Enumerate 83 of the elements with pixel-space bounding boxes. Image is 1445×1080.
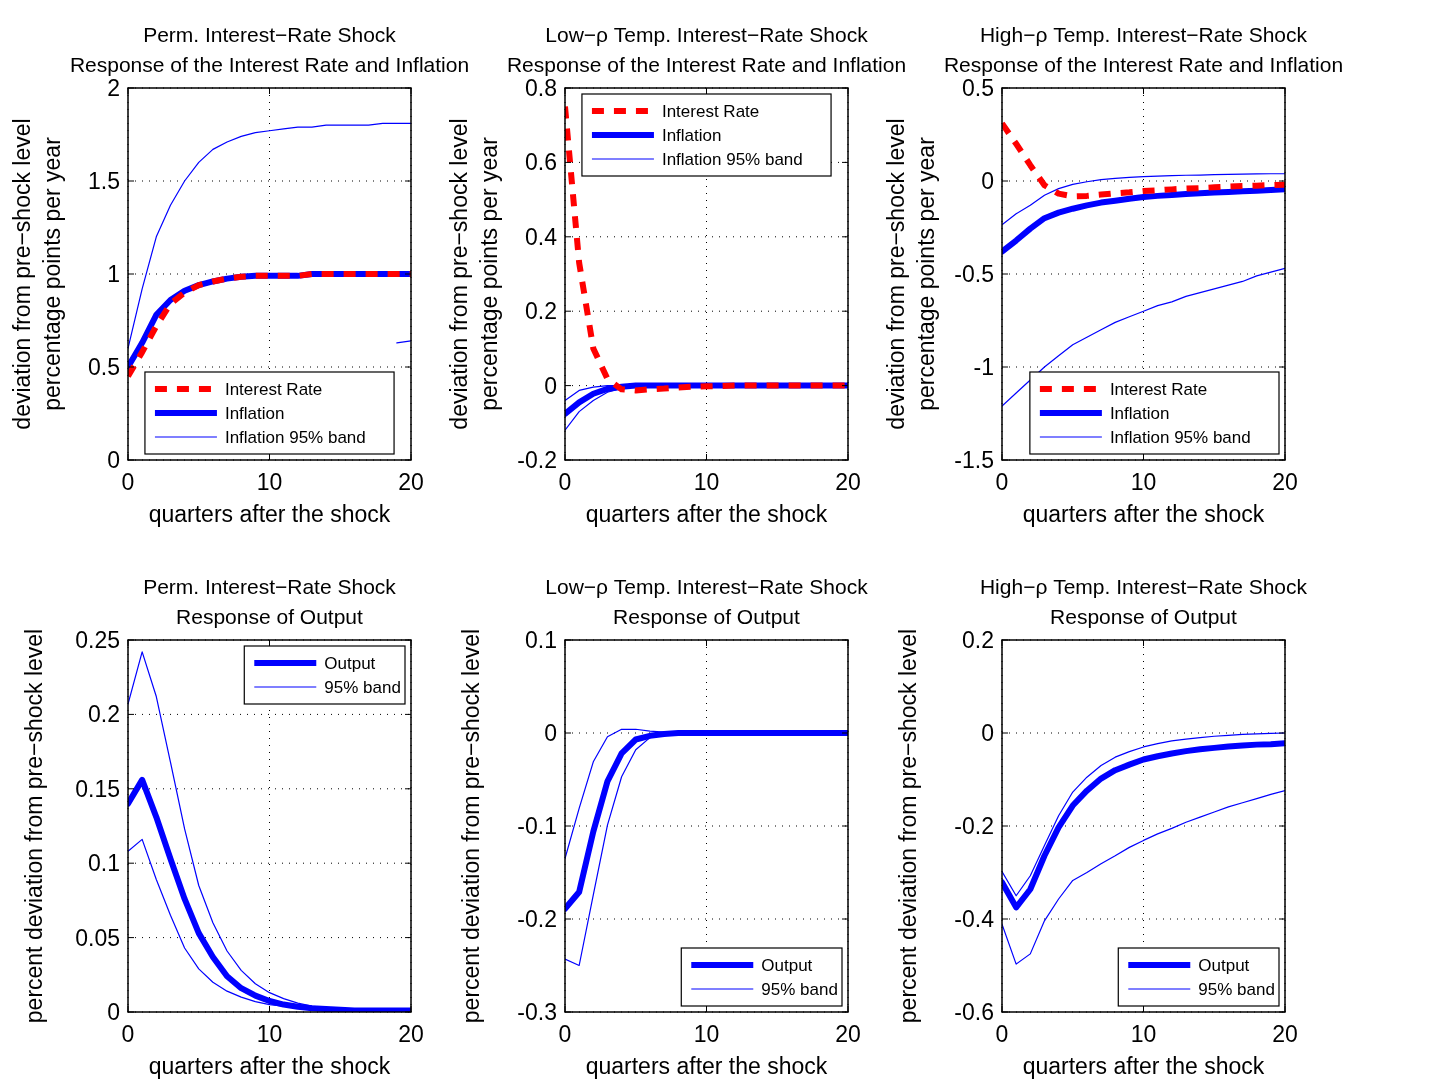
y-tick-label: -1.5 [954,447,994,473]
x-tick-label: 20 [398,1021,424,1047]
x-tick-label: 20 [835,469,861,495]
y-tick-label: -0.3 [517,999,557,1025]
y-axis-title: percent deviation from pre−shock level [895,628,921,1024]
x-axis-title: quarters after the shock [1022,501,1265,527]
y-axis-title: percent deviation from pre−shock level [21,628,47,1024]
x-tick-label: 10 [256,1021,283,1047]
y-tick-label: -0.2 [517,906,557,932]
chart-title: High−ρ Temp. Interest−Rate Shock [979,23,1308,46]
legend-label: Interest Rate [661,102,760,121]
x-axis-title: quarters after the shock [585,1053,828,1079]
y-axis-title: deviation from pre−shock level percentage points per year [9,118,65,430]
x-tick-label: 20 [398,469,424,495]
chart-subtitle: Response of the Interest Rate and Inflation [506,53,907,76]
legend-label: Interest Rate [224,380,323,399]
y-tick-label: 0.25 [75,627,120,653]
y-tick-label: 0.1 [88,850,120,877]
y-axis-title: deviation from pre−shock level percentage points per year [883,118,939,430]
y-tick-label: 0.5 [88,354,120,380]
y-tick-label: -0.2 [517,447,557,473]
y-tick-label: 0 [981,168,994,194]
legend-label: Inflation [1109,404,1170,423]
x-tick-label: 20 [1272,1021,1298,1047]
y-tick-label: 0 [981,720,994,746]
y-tick-label: 0 [544,720,557,746]
y-tick-label: 0.05 [75,924,120,951]
x-tick-label: 10 [693,469,720,495]
chart-subtitle: Response of the Interest Rate and Inflation [943,53,1344,76]
x-tick-label: 10 [256,469,283,495]
x-axis-title: quarters after the shock [585,501,828,527]
y-tick-label: 0 [107,447,120,473]
y-tick-label: -1 [973,354,994,380]
y-tick-label: 0.2 [525,298,557,325]
y-tick-label: 0.8 [525,75,557,101]
chart-title: Perm. Interest−Rate Shock [143,23,397,46]
y-tick-label: 0.6 [525,149,557,176]
y-tick-label: 0.2 [88,701,120,728]
y-tick-label: 0.2 [962,627,994,653]
legend-label: Inflation [224,404,285,423]
y-axis-title: deviation from pre−shock level percentage points per year [446,118,502,430]
x-axis-title: quarters after the shock [1022,1053,1265,1079]
y-tick-label: 0.1 [525,627,557,653]
x-tick-label: 10 [1130,1021,1157,1047]
chart-subtitle: Response of Output [1050,605,1238,628]
y-tick-label: 0 [544,372,557,399]
legend-label: 95% band [761,980,838,999]
x-tick-label: 10 [1130,469,1157,495]
legend-label: Inflation [661,126,722,145]
legend-label: Inflation 95% band [224,428,366,447]
legend-label: Inflation 95% band [661,150,803,169]
chart-title: High−ρ Temp. Interest−Rate Shock [979,575,1308,598]
legend-label: Interest Rate [1109,380,1208,399]
legend-label: 95% band [1198,980,1275,999]
y-tick-label: 0.15 [75,775,120,802]
x-tick-label: 20 [1272,469,1298,495]
y-axis-title: percent deviation from pre−shock level [458,628,484,1024]
chart-title: Low−ρ Temp. Interest−Rate Shock [545,23,869,46]
y-tick-label: 0.4 [525,223,558,250]
y-tick-label: -0.1 [517,813,557,839]
x-tick-label: 20 [835,1021,861,1047]
legend-label: Output [761,956,813,975]
legend-label: Inflation 95% band [1109,428,1251,447]
y-tick-label: 2 [107,75,120,101]
chart-subtitle: Response of Output [176,605,364,628]
chart-subtitle: Response of the Interest Rate and Inflation [69,53,470,76]
chart-title: Low−ρ Temp. Interest−Rate Shock [545,575,869,598]
y-tick-label: -0.6 [954,999,994,1025]
chart-title: Perm. Interest−Rate Shock [143,575,397,598]
y-tick-label: 1 [107,261,120,287]
y-tick-label: -0.5 [954,261,994,287]
y-tick-label: 0.5 [962,75,994,101]
x-tick-label: 10 [693,1021,720,1047]
y-tick-label: 0 [107,999,120,1025]
x-axis-title: quarters after the shock [148,1053,391,1079]
legend-label: Output [1198,956,1250,975]
y-tick-label: 1.5 [88,168,120,194]
chart-subtitle: Response of Output [613,605,801,628]
legend-label: Output [324,654,376,673]
x-axis-title: quarters after the shock [148,501,391,527]
y-tick-label: -0.2 [954,813,994,839]
y-tick-label: -0.4 [954,906,995,932]
legend-label: 95% band [324,678,401,697]
